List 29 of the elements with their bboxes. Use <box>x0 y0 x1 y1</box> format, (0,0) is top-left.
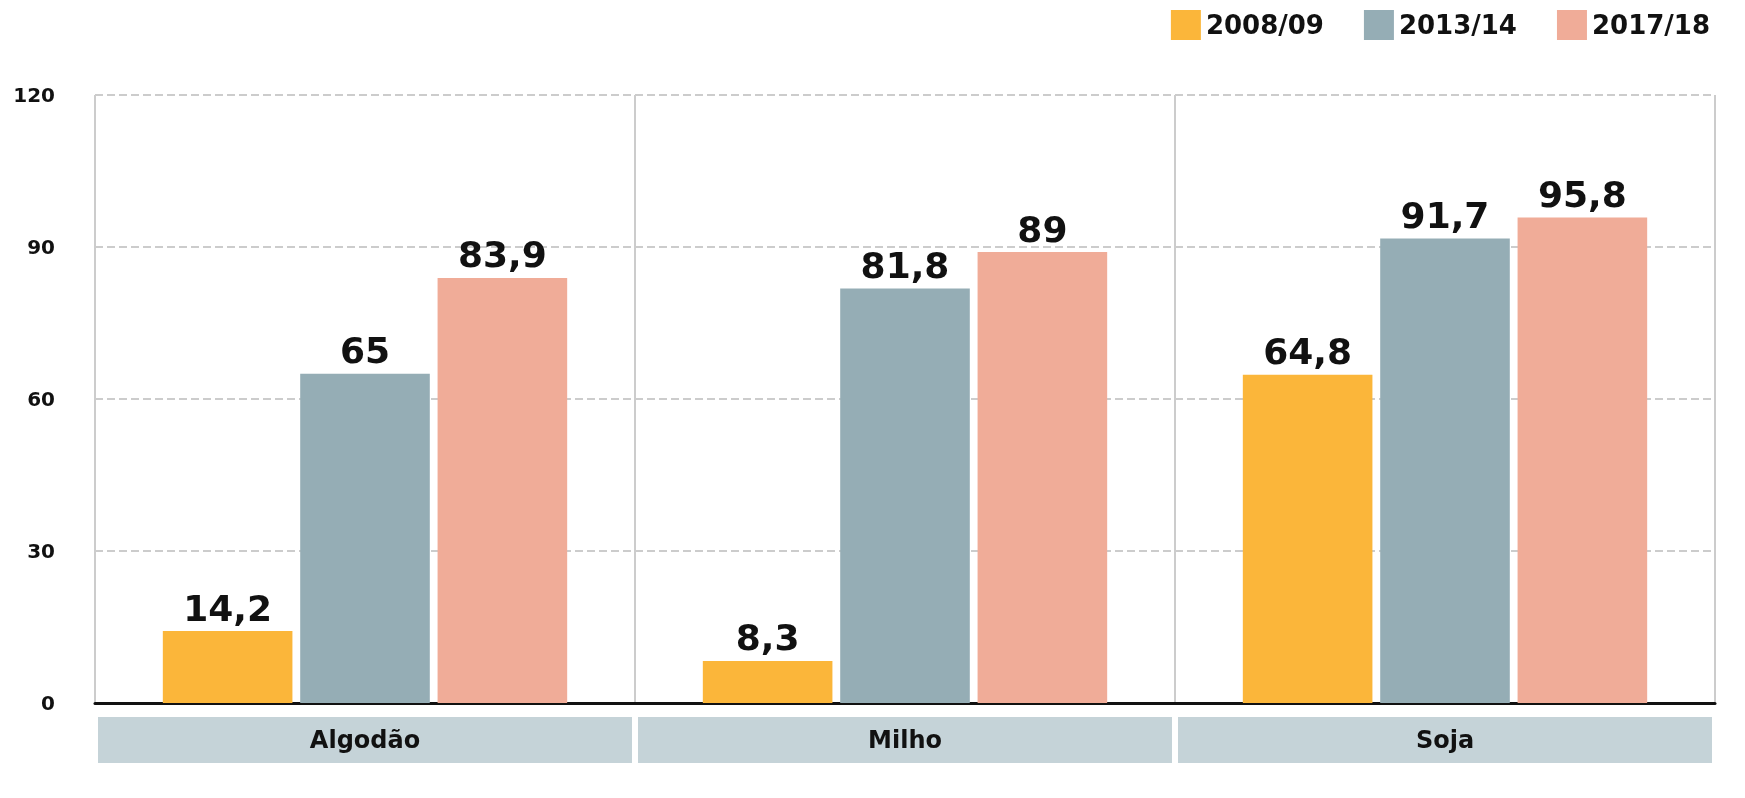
bar <box>300 373 430 703</box>
legend-label: 2008/09 <box>1205 10 1324 40</box>
data-label: 8,3 <box>735 617 800 659</box>
bar <box>1242 374 1373 703</box>
bar <box>702 660 833 703</box>
x-tick-label: Soja <box>1415 726 1475 754</box>
data-label: 89 <box>1017 208 1068 250</box>
bar <box>1517 217 1648 703</box>
legend-label: 2013/14 <box>1398 10 1517 40</box>
bar <box>977 252 1108 703</box>
bar <box>1380 238 1510 703</box>
data-label: 65 <box>339 330 391 372</box>
y-tick-label: 60 <box>27 387 55 411</box>
legend-label: 2017/18 <box>1591 10 1711 40</box>
data-label: 91,7 <box>1400 194 1490 236</box>
data-label: 83,9 <box>457 234 547 276</box>
bar <box>840 288 970 703</box>
y-tick-label: 0 <box>41 691 55 715</box>
data-label: 81,8 <box>860 245 950 287</box>
x-tick-label: Algodão <box>309 726 421 754</box>
y-tick-label: 90 <box>27 235 55 259</box>
data-label: 14,2 <box>183 587 273 629</box>
bar <box>437 277 568 703</box>
data-label: 64,8 <box>1263 331 1353 373</box>
x-tick-label: Milho <box>868 726 942 754</box>
y-tick-label: 30 <box>27 539 55 563</box>
y-tick-label: 120 <box>13 83 55 107</box>
bar <box>162 631 293 703</box>
data-label: 95,8 <box>1537 174 1627 216</box>
